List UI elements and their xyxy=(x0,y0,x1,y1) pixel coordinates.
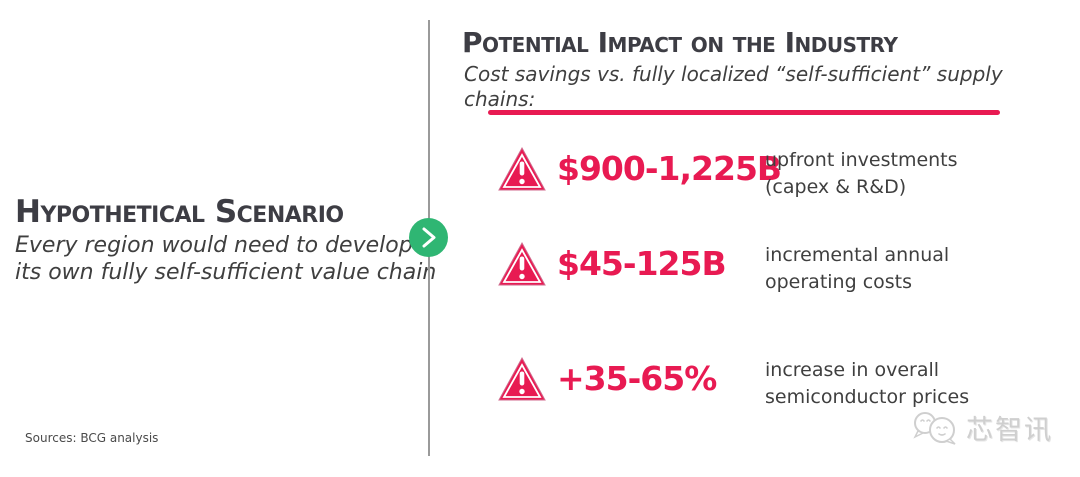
impact-desc: increase in overall semiconductor prices xyxy=(765,359,970,408)
impact-desc: upfront investments (capex & R&D) xyxy=(765,149,958,198)
impact-row-investments: $900-1,225B upfront investments (capex &… xyxy=(497,146,958,201)
wechat-bubbles-icon xyxy=(913,411,956,445)
accent-rule xyxy=(488,110,1000,115)
arrow-circle xyxy=(409,218,448,257)
left-subheading: Every region would need to develop its o… xyxy=(15,233,437,285)
left-heading: Hypothetical Scenario xyxy=(15,194,344,230)
watermark: 芯智讯 xyxy=(910,408,1053,447)
impact-value: $45-125B xyxy=(557,244,727,283)
impact-row-operating-costs: $45-125B incremental annual operating co… xyxy=(497,241,949,296)
warning-triangle-icon xyxy=(497,146,547,192)
impact-desc: incremental annual operating costs xyxy=(765,244,950,293)
impact-value: +35-65% xyxy=(557,359,717,398)
right-title: Potential Impact on the Industry xyxy=(462,26,898,59)
warning-triangle-icon xyxy=(497,356,547,402)
right-subtitle: Cost savings vs. fully localized “self-s… xyxy=(464,62,1003,111)
chevron-right-icon xyxy=(422,227,436,248)
warning-triangle-icon xyxy=(497,241,547,287)
watermark-text: 芯智讯 xyxy=(966,415,1053,446)
impact-value: $900-1,225B xyxy=(557,149,782,188)
impact-row-prices: +35-65% increase in overall semiconducto… xyxy=(497,356,969,411)
sources-note: Sources: BCG analysis xyxy=(25,431,159,445)
